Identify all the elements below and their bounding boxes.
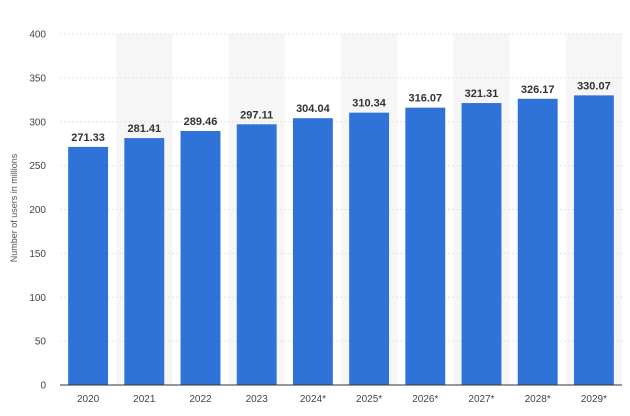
y-tick-label: 350 <box>29 73 46 84</box>
x-tick-label: 2023 <box>246 394 269 405</box>
bar-value-label: 316.07 <box>408 93 442 105</box>
bar <box>349 112 390 386</box>
y-tick-label: 300 <box>29 117 46 128</box>
bar-value-label: 310.34 <box>352 98 387 110</box>
y-tick-label: 100 <box>29 293 46 304</box>
y-tick-label: 400 <box>29 30 46 41</box>
bar <box>236 124 277 385</box>
x-tick-label: 2026* <box>412 394 438 405</box>
y-tick-label: 50 <box>35 337 47 348</box>
bar-value-label: 271.33 <box>71 132 105 144</box>
bar-value-label: 281.41 <box>127 123 161 135</box>
bar-value-label: 326.17 <box>521 84 555 96</box>
y-tick-label: 200 <box>29 205 46 216</box>
bar <box>180 130 221 385</box>
x-tick-label: 2029* <box>581 394 607 405</box>
x-tick-label: 2022 <box>189 394 212 405</box>
bar-value-label: 297.11 <box>240 109 273 121</box>
y-tick-label: 150 <box>29 249 46 260</box>
x-tick-label: 2021 <box>133 394 156 405</box>
y-axis-title: Number of users in millions <box>9 153 19 262</box>
data-labels: 271.33 281.41 289.46 297.11 304.04 310.34 316.… <box>71 80 610 144</box>
x-tick-label: 2020 <box>77 394 100 405</box>
bar <box>517 98 558 385</box>
bar-value-label: 321.31 <box>465 88 499 100</box>
x-tick-label: 2025* <box>356 394 382 405</box>
bar-value-label: 330.07 <box>577 80 611 92</box>
y-tick-label: 250 <box>29 161 46 172</box>
bar <box>461 103 502 385</box>
bars <box>68 95 614 386</box>
x-tick-label: 2024* <box>300 394 326 405</box>
x-tick-label: 2028* <box>525 394 551 405</box>
bar <box>68 146 109 385</box>
bar <box>124 138 165 385</box>
bar-value-label: 289.46 <box>184 116 218 128</box>
y-tick-label: 0 <box>40 381 46 392</box>
y-axis: 0 50 100 150 200 250 300 350 400 <box>29 30 46 392</box>
bar-value-label: 304.04 <box>296 103 331 115</box>
bar <box>405 107 446 386</box>
x-tick-label: 2027* <box>468 394 494 405</box>
x-axis: 2020 2021 2022 2023 2024* 2025* 2026* 2027* 2028… <box>60 384 622 405</box>
bar <box>292 118 333 386</box>
bar <box>573 95 614 385</box>
